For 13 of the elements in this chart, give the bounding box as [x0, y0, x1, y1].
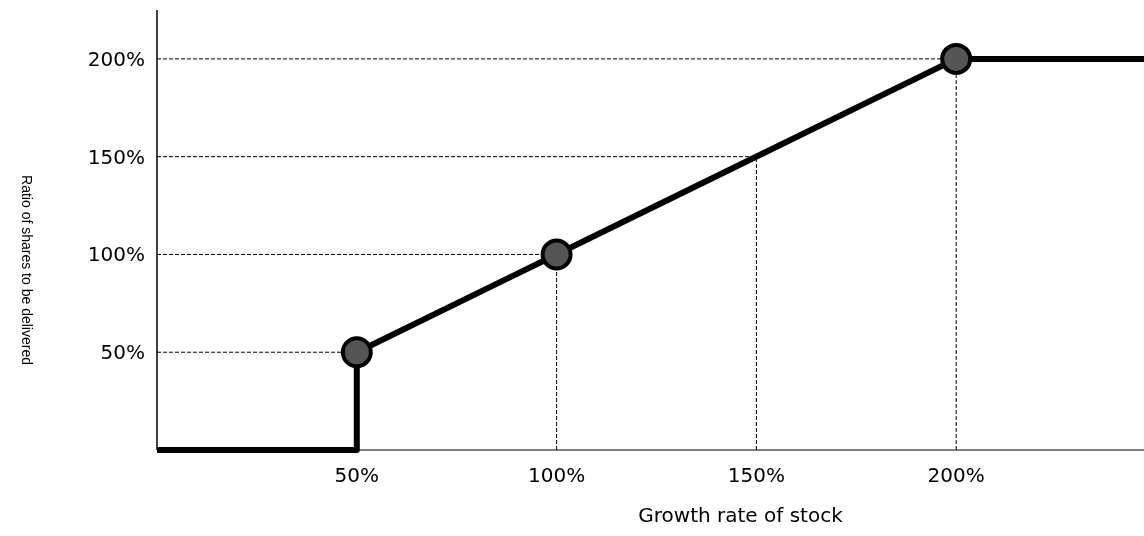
- x-tick-label: 150%: [727, 463, 785, 487]
- y-tick-label: 50%: [100, 340, 145, 365]
- x-tick-label: 50%: [334, 463, 380, 487]
- y-tick-label: 200%: [87, 46, 145, 71]
- x-tick-label: 200%: [927, 463, 985, 487]
- y-tick-label: 150%: [87, 144, 145, 169]
- y-tick-label: 100%: [87, 242, 145, 267]
- y-axis-title: Ratio of shares to be delivered: [19, 175, 35, 365]
- x-axis-title: Growth rate of stock: [638, 503, 844, 527]
- point: [540, 238, 573, 271]
- point: [940, 42, 973, 75]
- point: [340, 336, 373, 369]
- x-tick-label: 100%: [528, 463, 586, 487]
